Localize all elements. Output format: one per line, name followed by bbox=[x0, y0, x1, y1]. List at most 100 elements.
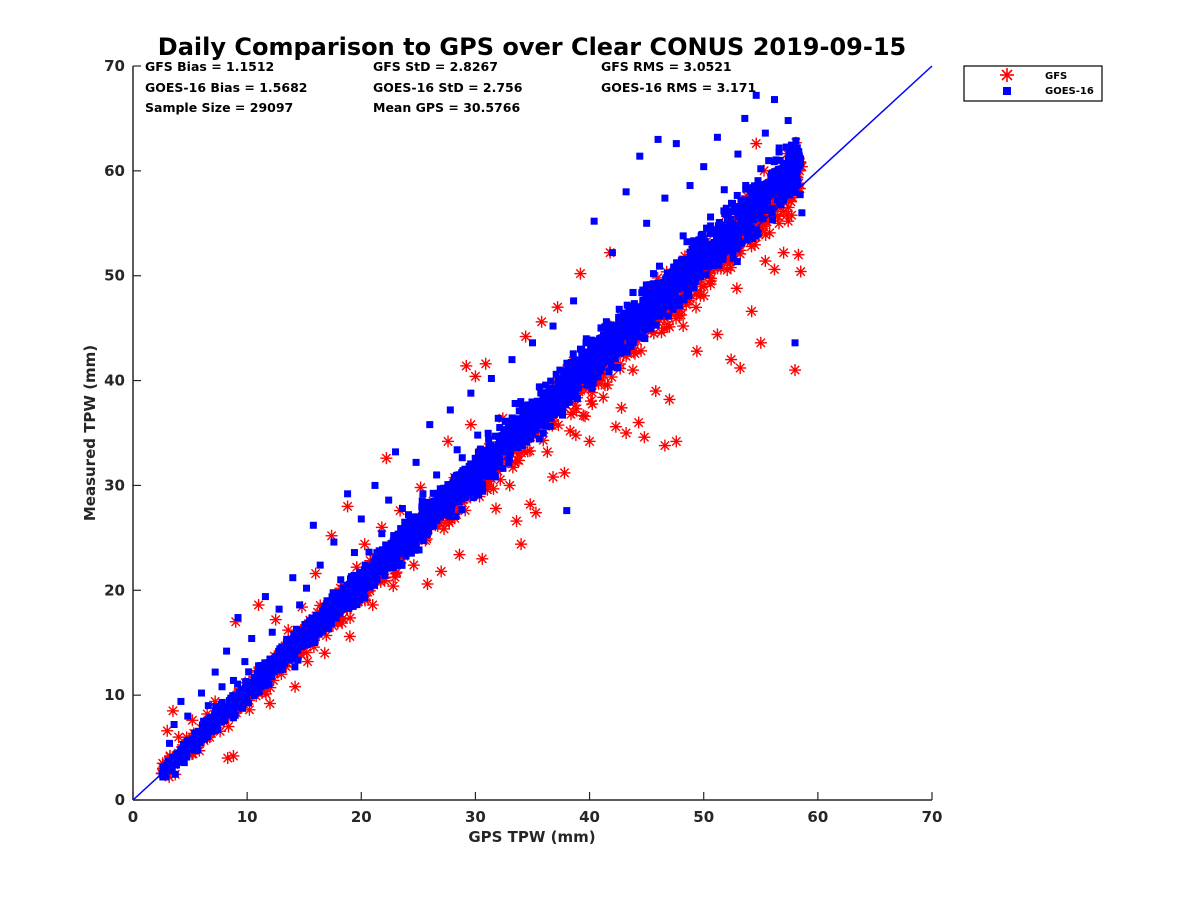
goes-16-point bbox=[766, 184, 774, 192]
goes-16-point bbox=[573, 362, 581, 370]
goes-16-point bbox=[775, 144, 783, 152]
goes-16-point bbox=[564, 376, 572, 384]
goes-16-point bbox=[517, 429, 525, 437]
goes-16-point bbox=[491, 432, 499, 440]
goes-16-point bbox=[563, 359, 571, 367]
goes-16-point bbox=[769, 216, 777, 224]
goes-16-point bbox=[780, 196, 788, 204]
goes-16-point bbox=[635, 314, 643, 322]
stat-sample-size: Sample Size = 29097 bbox=[145, 100, 293, 115]
goes-16-point bbox=[713, 239, 721, 247]
goes-16-point bbox=[346, 601, 354, 609]
goes-16-point bbox=[346, 585, 354, 593]
goes-16-point bbox=[191, 729, 199, 737]
goes-16-point bbox=[688, 253, 696, 261]
goes-16-point bbox=[339, 584, 347, 592]
gfs-point bbox=[252, 598, 265, 611]
goes-16-point bbox=[618, 323, 626, 331]
goes-16-point bbox=[164, 757, 172, 765]
goes-16-point bbox=[752, 200, 760, 208]
goes-16-point bbox=[714, 230, 722, 238]
goes-16-point bbox=[530, 412, 538, 420]
goes-16-point bbox=[333, 608, 341, 616]
goes-16-point bbox=[673, 259, 681, 267]
goes-16-point bbox=[772, 156, 780, 164]
gfs-point bbox=[725, 353, 738, 366]
goes-16-point bbox=[588, 344, 596, 352]
goes-16-point bbox=[183, 753, 191, 761]
goes-16-point bbox=[455, 498, 463, 506]
gfs-point bbox=[754, 336, 767, 349]
goes-16-point bbox=[250, 673, 258, 681]
goes-16-point bbox=[318, 607, 326, 615]
goes-16-point bbox=[752, 91, 760, 99]
goes-16-point bbox=[408, 545, 416, 553]
goes-16-point bbox=[723, 231, 731, 239]
goes-16-point bbox=[361, 577, 369, 585]
x-tick-label: 0 bbox=[128, 808, 138, 826]
goes-16-point bbox=[566, 367, 574, 375]
gfs-point bbox=[663, 393, 676, 406]
goes-16-point bbox=[462, 492, 470, 500]
goes-16-point bbox=[483, 451, 491, 459]
goes-16-point bbox=[315, 630, 323, 638]
goes-16-point bbox=[496, 462, 504, 470]
goes-16-point bbox=[492, 454, 500, 462]
goes-16-point bbox=[383, 550, 391, 558]
goes-16-point bbox=[239, 687, 247, 695]
goes-16-point bbox=[742, 181, 750, 189]
goes-16-point bbox=[204, 702, 212, 710]
goes-16-point bbox=[211, 725, 219, 733]
goes-16-point bbox=[451, 498, 459, 506]
y-axis-ticks: 0 10 20 30 40 50 60 70 bbox=[104, 57, 141, 809]
goes-16-point bbox=[752, 232, 760, 240]
goes-16-point bbox=[286, 651, 294, 659]
goes-16-point bbox=[754, 177, 762, 185]
goes-16-point bbox=[760, 193, 768, 201]
goes-16-point bbox=[648, 296, 656, 304]
goes-16-point bbox=[320, 602, 328, 610]
gfs-point bbox=[161, 724, 174, 737]
goes-16-point bbox=[784, 117, 792, 125]
goes-16-point bbox=[774, 183, 782, 191]
goes-16-point bbox=[407, 549, 415, 557]
goes-16-point bbox=[522, 429, 530, 437]
goes-16-point bbox=[595, 336, 603, 344]
goes-16-point bbox=[552, 400, 560, 408]
goes-16-point bbox=[686, 182, 694, 190]
goes-16-point bbox=[393, 558, 401, 566]
goes-16-point bbox=[767, 170, 775, 178]
gfs-point bbox=[638, 431, 651, 444]
goes-16-point bbox=[630, 329, 638, 337]
goes-16-point bbox=[688, 273, 696, 281]
goes-16-point bbox=[401, 535, 409, 543]
goes-16-point bbox=[598, 341, 606, 349]
y-tick-label: 0 bbox=[115, 791, 125, 809]
goes-16-point bbox=[167, 762, 175, 770]
goes-16-point bbox=[677, 278, 685, 286]
goes-16-point bbox=[380, 557, 388, 565]
goes-16-point bbox=[398, 561, 406, 569]
goes-16-point bbox=[664, 312, 672, 320]
goes-16-point bbox=[543, 393, 551, 401]
goes-16-point bbox=[685, 292, 693, 300]
goes-16-point bbox=[511, 425, 519, 433]
goes-16-point bbox=[729, 248, 737, 256]
goes-16-point bbox=[696, 273, 704, 281]
gfs-point bbox=[730, 282, 743, 295]
y-tick-label: 50 bbox=[104, 267, 125, 285]
goes-16-point bbox=[501, 428, 509, 436]
gfs-point bbox=[704, 278, 717, 291]
goes-16-point bbox=[733, 191, 741, 199]
goes-16-point bbox=[703, 224, 711, 232]
goes-16-point bbox=[727, 240, 735, 248]
goes-16-point bbox=[464, 477, 472, 485]
goes-16-point bbox=[715, 249, 723, 257]
x-axis-ticks: 0 10 20 30 40 50 60 70 bbox=[128, 792, 942, 826]
goes-16-point bbox=[294, 656, 302, 664]
goes-16-point bbox=[402, 525, 410, 533]
goes-16-point bbox=[428, 513, 436, 521]
goes-16-point bbox=[713, 235, 721, 243]
goes-16-point bbox=[686, 248, 694, 256]
goes-16-point bbox=[605, 368, 613, 376]
